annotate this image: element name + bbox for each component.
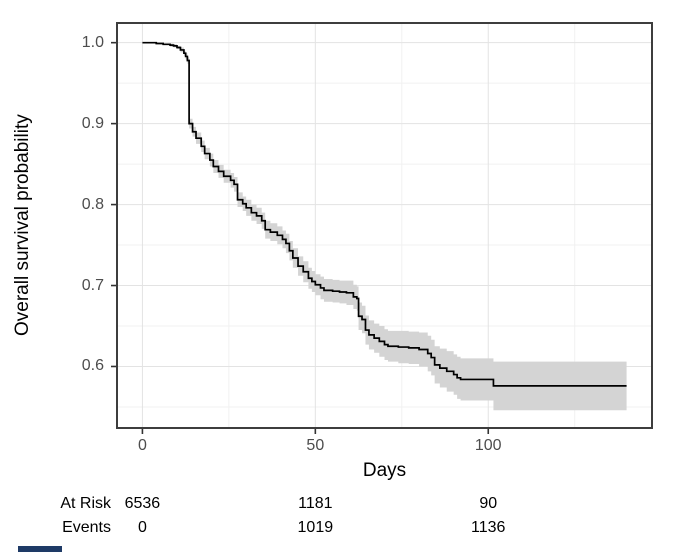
risk-row-label: Events <box>62 519 111 536</box>
at-risk-count: 1181 <box>298 495 333 512</box>
survival-curve <box>142 41 627 387</box>
panel-border <box>116 22 653 429</box>
event-count: 1019 <box>297 519 334 536</box>
event-count: 1136 <box>471 519 506 536</box>
x-tick-label: 100 <box>474 437 502 454</box>
y-tick-label: 0.8 <box>81 195 104 213</box>
event-count: 0 <box>137 519 147 536</box>
taskbar-fragment <box>18 546 62 552</box>
at-risk-count: 90 <box>479 495 498 512</box>
confidence-band <box>142 42 627 411</box>
x-tick-label: 50 <box>306 437 325 454</box>
y-tick-label: 1.0 <box>81 33 104 51</box>
at-risk-count: 6536 <box>124 495 161 512</box>
x-tick-label: 0 <box>137 437 147 454</box>
y-axis-title: Overall survival probability <box>12 114 33 337</box>
y-tick-label: 0.6 <box>81 357 104 375</box>
y-tick-label: 0.7 <box>81 276 104 294</box>
panel-background <box>117 23 652 428</box>
risk-row-label: At Risk <box>60 495 111 512</box>
x-axis-title: Days <box>362 460 407 481</box>
y-tick-label: 0.9 <box>81 114 104 132</box>
